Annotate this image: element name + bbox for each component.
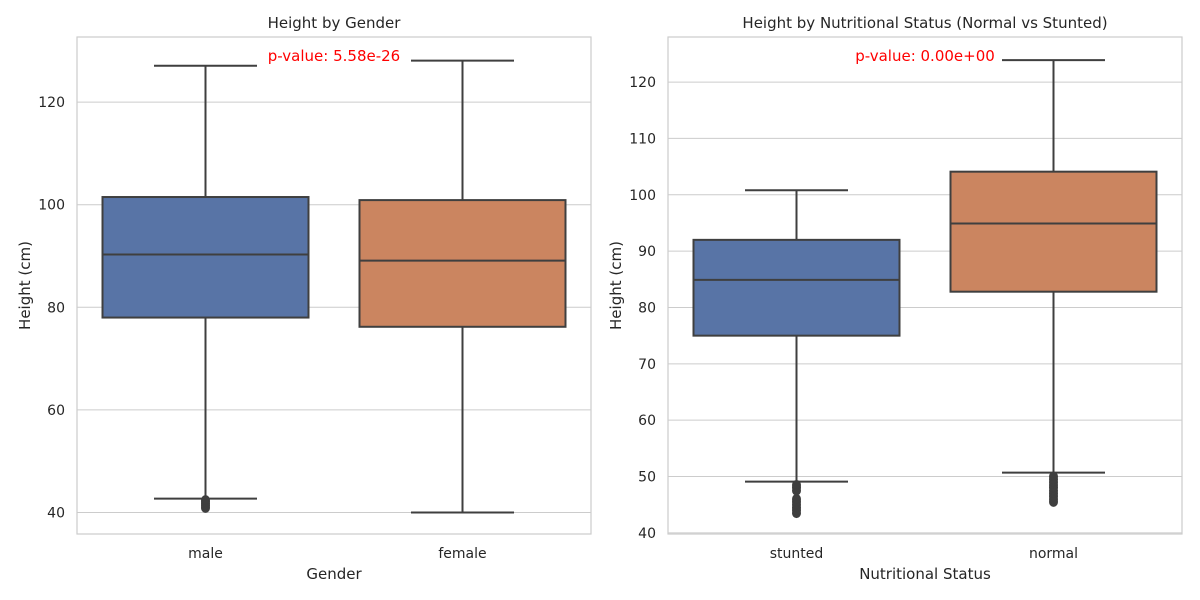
subplot-2: 40 50 60 70 80 90 100 110 120 stunted normal Height… — [607, 14, 1183, 583]
plot-frame — [76, 36, 592, 535]
subplot-1: 40 60 80 100 120 male female Height by Gender Ge… — [16, 14, 592, 583]
y-tick-label: 120 — [629, 75, 656, 91]
y-axis-label: Height (cm) — [16, 241, 34, 330]
plot-frame — [667, 36, 1183, 535]
box-iqr — [949, 170, 1158, 293]
y-tick-label: 90 — [638, 244, 656, 260]
y-tick-label: 40 — [638, 526, 656, 542]
box-stunted — [692, 189, 901, 519]
y-tick-label: 100 — [629, 188, 656, 204]
y-axis-label: Height (cm) — [607, 241, 625, 330]
box-iqr — [101, 196, 310, 319]
box-normal — [949, 59, 1158, 507]
y-tick-label: 80 — [47, 300, 65, 316]
box-iqr — [692, 238, 901, 337]
box-iqr — [358, 199, 567, 328]
x-axis-label: Nutritional Status — [859, 565, 991, 583]
box-female — [358, 59, 567, 514]
y-tick-label: 120 — [38, 95, 65, 111]
outlier-point — [792, 479, 801, 490]
outlier-point — [201, 495, 210, 506]
chart-title: Height by Nutritional Status (Normal vs … — [742, 14, 1107, 32]
x-tick-label: male — [188, 546, 223, 562]
outlier-point — [792, 494, 801, 505]
y-tick-label: 60 — [47, 403, 65, 419]
y-tick-label: 60 — [638, 413, 656, 429]
x-tick-label: normal — [1029, 546, 1078, 562]
y-tick-label: 110 — [629, 131, 656, 147]
outlier-point — [1049, 471, 1058, 482]
chart-title: Height by Gender — [268, 14, 402, 32]
p-value-annotation: p-value: 0.00e+00 — [855, 47, 995, 65]
x-tick-label: female — [438, 546, 486, 562]
y-tick-label: 80 — [638, 300, 656, 316]
box-male — [101, 64, 310, 513]
y-tick-label: 40 — [47, 505, 65, 521]
y-tick-label: 70 — [638, 357, 656, 373]
x-axis-label: Gender — [306, 565, 362, 583]
y-tick-label: 50 — [638, 470, 656, 486]
x-tick-label: stunted — [770, 546, 824, 562]
y-tick-label: 100 — [38, 198, 65, 214]
p-value-annotation: p-value: 5.58e-26 — [268, 47, 400, 65]
